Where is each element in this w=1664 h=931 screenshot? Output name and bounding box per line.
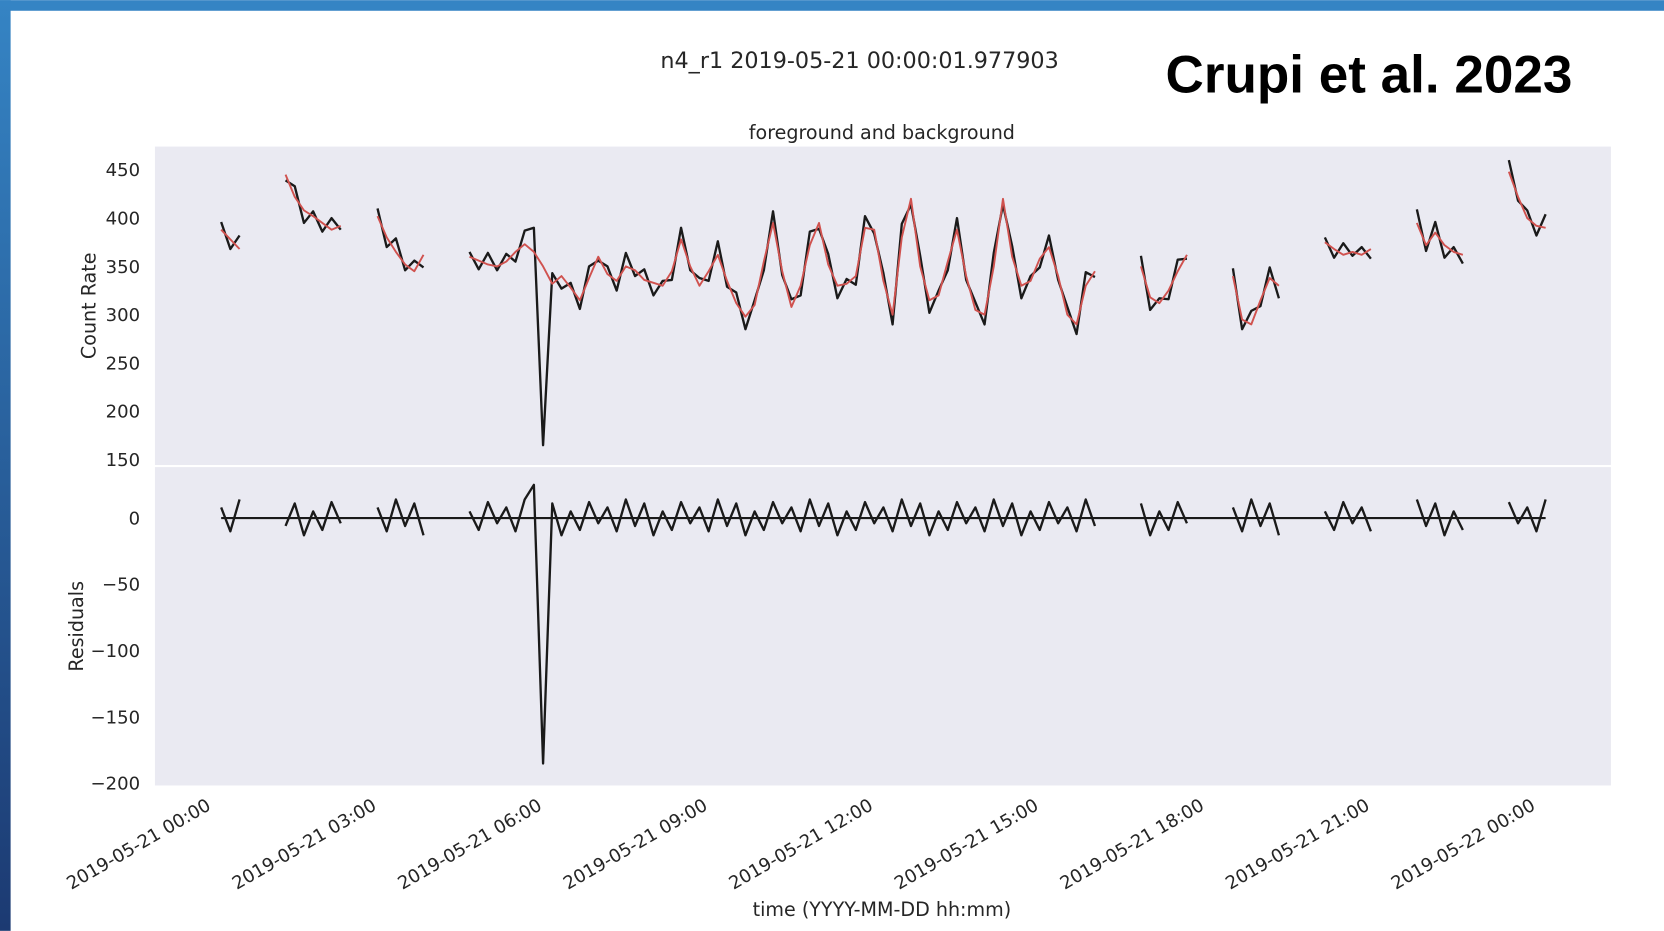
y-tick-label: 200 xyxy=(106,402,140,423)
y-tick-label: −50 xyxy=(102,575,140,596)
y-tick-label: −150 xyxy=(91,707,141,728)
plot-area-bottom xyxy=(154,467,1611,786)
annotation: Crupi et al. 2023 xyxy=(1166,45,1573,104)
y-tick-label: 250 xyxy=(106,353,140,374)
y-tick-label: 350 xyxy=(106,257,140,278)
y-tick-label: 150 xyxy=(106,450,140,471)
data-line xyxy=(220,171,1546,326)
y-axis-label: Count Rate xyxy=(78,253,101,360)
x-axis-label: time (YYYY-MM-DD hh:mm) xyxy=(753,898,1012,921)
frame-left xyxy=(0,0,11,931)
y-axis-label: Residuals xyxy=(65,581,88,672)
frame-top xyxy=(0,0,1664,11)
y-tick-label: 450 xyxy=(106,160,140,181)
data-line xyxy=(220,483,1547,765)
plot-area-top xyxy=(154,146,1611,465)
y-tick-label: 400 xyxy=(106,208,140,229)
y-tick-label: 0 xyxy=(129,508,140,529)
y-tick-label: −100 xyxy=(91,641,141,662)
y-tick-label: −200 xyxy=(91,774,141,795)
subplot-title: foreground and background xyxy=(749,121,1015,144)
figure-title: n4_r1 2019-05-21 00:00:01.977903 xyxy=(660,48,1058,74)
y-tick-label: 300 xyxy=(106,305,140,326)
